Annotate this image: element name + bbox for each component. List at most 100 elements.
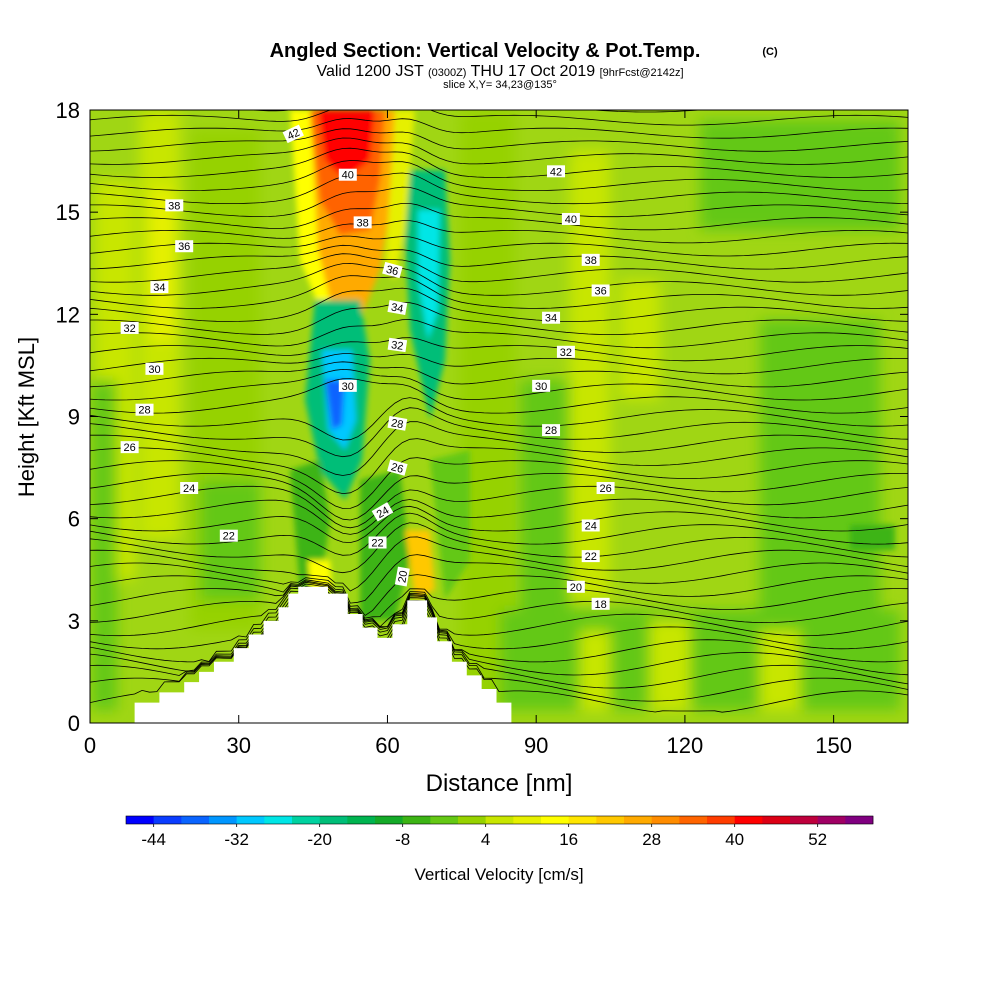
colorbar-swatch bbox=[817, 816, 846, 824]
contour-label: 24 bbox=[581, 519, 600, 532]
isentrope-line bbox=[90, 220, 908, 244]
contour-label: 18 bbox=[591, 597, 610, 611]
isentrope-line bbox=[90, 438, 908, 495]
contour-label: 30 bbox=[145, 362, 164, 376]
contour-label-text: 32 bbox=[390, 339, 404, 353]
theta-contour-labels: 42 40 38 36 34 32 30 28 26 24 22 20 38 36 34 32 30 28 26 24… bbox=[120, 124, 615, 611]
x-tick-label: 60 bbox=[375, 733, 399, 758]
contour-label-bg bbox=[175, 240, 194, 253]
contour-label-text: 32 bbox=[124, 323, 136, 335]
colorbar-swatch bbox=[402, 816, 431, 824]
colorbar-swatch bbox=[485, 816, 514, 824]
field-patch bbox=[760, 630, 800, 710]
field-patch bbox=[92, 380, 117, 710]
isentrope-line bbox=[90, 203, 908, 231]
isentrope-line bbox=[90, 554, 908, 604]
subtitle-date: THU 17 Oct 2019 bbox=[471, 63, 596, 80]
x-axis-label: Distance [nm] bbox=[426, 770, 573, 797]
contour-label-bg bbox=[387, 459, 408, 476]
contour-label-bg bbox=[532, 379, 551, 392]
colorbar-swatch bbox=[209, 816, 237, 824]
contour-label: 24 bbox=[371, 502, 394, 522]
y-tick-label: 6 bbox=[68, 507, 80, 532]
contour-label-text: 22 bbox=[371, 538, 383, 550]
isentrope-line bbox=[90, 244, 908, 270]
contour-label-text: 28 bbox=[390, 417, 404, 431]
isentrope-line bbox=[90, 160, 908, 192]
contour-label-text: 40 bbox=[565, 214, 577, 226]
contour-label-bg bbox=[542, 424, 561, 437]
isentrope-line bbox=[90, 287, 908, 322]
downdraft-core bbox=[418, 210, 440, 340]
x-tick-label: 120 bbox=[667, 733, 704, 758]
contour-label-bg bbox=[561, 212, 580, 225]
contour-label-bg bbox=[581, 519, 600, 532]
isentrope-line bbox=[90, 353, 908, 375]
contour-label: 20 bbox=[394, 566, 410, 587]
contour-label: 36 bbox=[175, 240, 194, 253]
subtitle-fcst: [9hrFcst@2142z] bbox=[600, 67, 684, 79]
x-tick-label: 30 bbox=[226, 733, 250, 758]
contour-label-text: 26 bbox=[599, 483, 611, 495]
contour-label-bg bbox=[120, 321, 139, 334]
colorbar-swatch bbox=[845, 816, 874, 824]
y-axis-label: Height [Kft MSL] bbox=[14, 337, 39, 497]
contour-label: 40 bbox=[561, 212, 580, 226]
subtitle-utc: (0300Z) bbox=[428, 67, 467, 79]
colorbar-swatch bbox=[707, 816, 735, 824]
contour-label-text: 22 bbox=[223, 531, 235, 543]
field-patch bbox=[500, 610, 900, 710]
contour-label-text: 38 bbox=[585, 255, 597, 267]
isentrope-line bbox=[90, 361, 908, 388]
colorbar-tick-label: -20 bbox=[307, 830, 332, 849]
contour-label: 26 bbox=[596, 482, 615, 495]
contour-label: 32 bbox=[556, 345, 575, 359]
isentrope-line bbox=[90, 378, 908, 414]
contour-label-bg bbox=[282, 124, 304, 144]
y-tick-label: 12 bbox=[56, 302, 80, 327]
theta-isentropes bbox=[90, 110, 908, 713]
isentrope-line bbox=[90, 586, 908, 650]
x-axis: 0 30 60 90 120 150 bbox=[84, 110, 852, 758]
isentrope-line bbox=[90, 512, 908, 556]
colorbar-swatch bbox=[679, 816, 708, 824]
contour-label-bg bbox=[145, 362, 164, 375]
isentrope-line bbox=[90, 397, 908, 441]
contour-label: 24 bbox=[180, 482, 199, 495]
contour-label-text: 38 bbox=[357, 217, 369, 229]
colorbar-swatch bbox=[734, 816, 763, 824]
contour-label: 28 bbox=[135, 403, 154, 417]
contour-label: 26 bbox=[387, 459, 408, 476]
isentrope-line bbox=[90, 593, 908, 676]
contour-label: 34 bbox=[150, 281, 169, 294]
isentrope-line bbox=[90, 581, 908, 628]
contour-label-text: 30 bbox=[148, 364, 160, 376]
contour-label-bg bbox=[219, 529, 238, 542]
contour-label-bg bbox=[150, 281, 169, 294]
colorbar-swatch bbox=[430, 816, 459, 824]
contour-label: 38 bbox=[353, 216, 372, 229]
colorbar-swatch bbox=[762, 816, 791, 824]
isentrope-line bbox=[90, 505, 908, 544]
colorbar-tick-label: 40 bbox=[725, 830, 744, 849]
contour-label: 22 bbox=[581, 550, 600, 563]
contour-label-bg bbox=[387, 415, 408, 431]
colorbar-swatch bbox=[375, 816, 403, 824]
updraft-band bbox=[405, 530, 435, 600]
isentrope-line bbox=[90, 253, 908, 283]
colorbar-swatch bbox=[181, 816, 210, 824]
contour-label-bg bbox=[581, 550, 600, 563]
contour-label-text: 34 bbox=[153, 282, 165, 294]
colorbar-frame bbox=[125, 815, 874, 825]
contour-label: 32 bbox=[120, 321, 139, 335]
chart-subtitle-slice: slice X,Y= 34,23@135° bbox=[443, 79, 557, 91]
isentrope-line bbox=[90, 128, 908, 152]
contour-label-text: 30 bbox=[342, 381, 354, 393]
contour-label-bg bbox=[387, 300, 408, 315]
colorbar-swatch bbox=[126, 816, 154, 824]
colorbar-swatch bbox=[541, 816, 569, 824]
plot-area: 42 40 38 36 34 32 30 28 26 24 22 20 38 36 34 32 30 28 26 24… bbox=[90, 110, 908, 723]
isentrope-line bbox=[90, 368, 908, 401]
contour-label-bg bbox=[180, 482, 199, 495]
colorbar-swatch bbox=[790, 816, 818, 824]
